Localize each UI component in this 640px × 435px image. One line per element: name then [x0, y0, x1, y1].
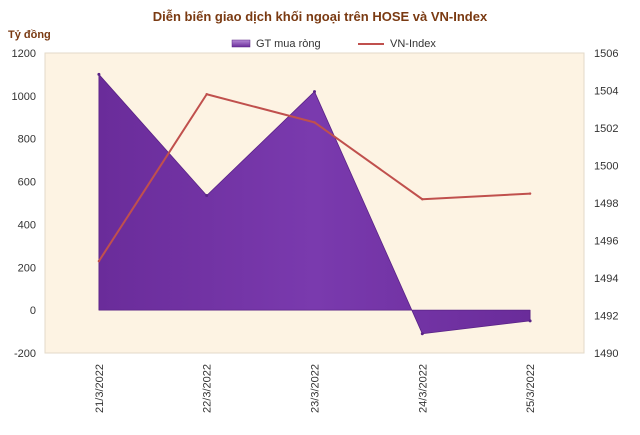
x-tick-label: 21/3/2022 — [94, 364, 106, 413]
y-right-tick-label: 1494 — [594, 273, 618, 285]
y-left-tick-label: 600 — [18, 177, 36, 189]
y-right-tick-label: 1502 — [594, 123, 618, 135]
y-left-tick-labels: -200 0 200 400 600 800 1000 1200 — [12, 48, 36, 360]
y-right-tick-label: 1496 — [594, 236, 618, 248]
legend-label-vn-index: VN-Index — [390, 38, 436, 50]
line-point — [313, 121, 316, 124]
y-right-tick-label: 1500 — [594, 161, 618, 173]
line-point — [528, 192, 532, 195]
y-left-tick-label: 1000 — [12, 91, 36, 103]
x-tick-labels: 21/3/2022 22/3/2022 23/3/2022 24/3/2022 25/3… — [94, 364, 537, 413]
legend-swatch-gt-mua-rong — [231, 39, 251, 48]
y-left-tick-label: 800 — [18, 134, 36, 146]
line-point — [97, 259, 101, 263]
series-area-gt-mua-rong — [98, 74, 531, 335]
area-point — [420, 332, 424, 336]
y-right-tick-label: 1506 — [594, 48, 618, 60]
legend-label-gt-mua-rong: GT mua ròng — [256, 38, 321, 50]
y-left-tick-label: 400 — [18, 219, 36, 231]
y-right-tick-label: 1492 — [594, 311, 618, 323]
chart-title: Diễn biến giao dịch khối ngoại trên HOSE… — [153, 9, 488, 24]
x-tick-label: 23/3/2022 — [310, 364, 322, 413]
y-left-tick-label: -200 — [14, 348, 36, 360]
y-right-tick-label: 1504 — [594, 86, 618, 98]
area-point — [528, 319, 532, 323]
y-left-tick-label: 1200 — [12, 48, 36, 60]
area-point — [313, 90, 316, 94]
area-point — [205, 194, 209, 197]
series-layer — [97, 72, 532, 336]
line-point — [421, 198, 424, 201]
x-tick-label: 22/3/2022 — [202, 364, 214, 413]
line-point — [205, 93, 208, 96]
y-left-tick-label: 0 — [30, 305, 36, 317]
x-tick-label: 24/3/2022 — [417, 364, 429, 413]
area-point — [97, 72, 101, 76]
y-right-tick-label: 1498 — [594, 198, 618, 210]
x-tick-label: 25/3/2022 — [525, 364, 537, 413]
y-right-tick-labels: 1490 1492 1494 1496 1498 1500 1502 1504 1506 — [594, 48, 618, 360]
y-left-tick-label: 200 — [18, 262, 36, 274]
y-left-axis-label: Tỷ đồng — [8, 29, 51, 41]
y-right-tick-label: 1490 — [594, 348, 618, 360]
legend: GT mua ròng VN-Index — [231, 38, 436, 50]
